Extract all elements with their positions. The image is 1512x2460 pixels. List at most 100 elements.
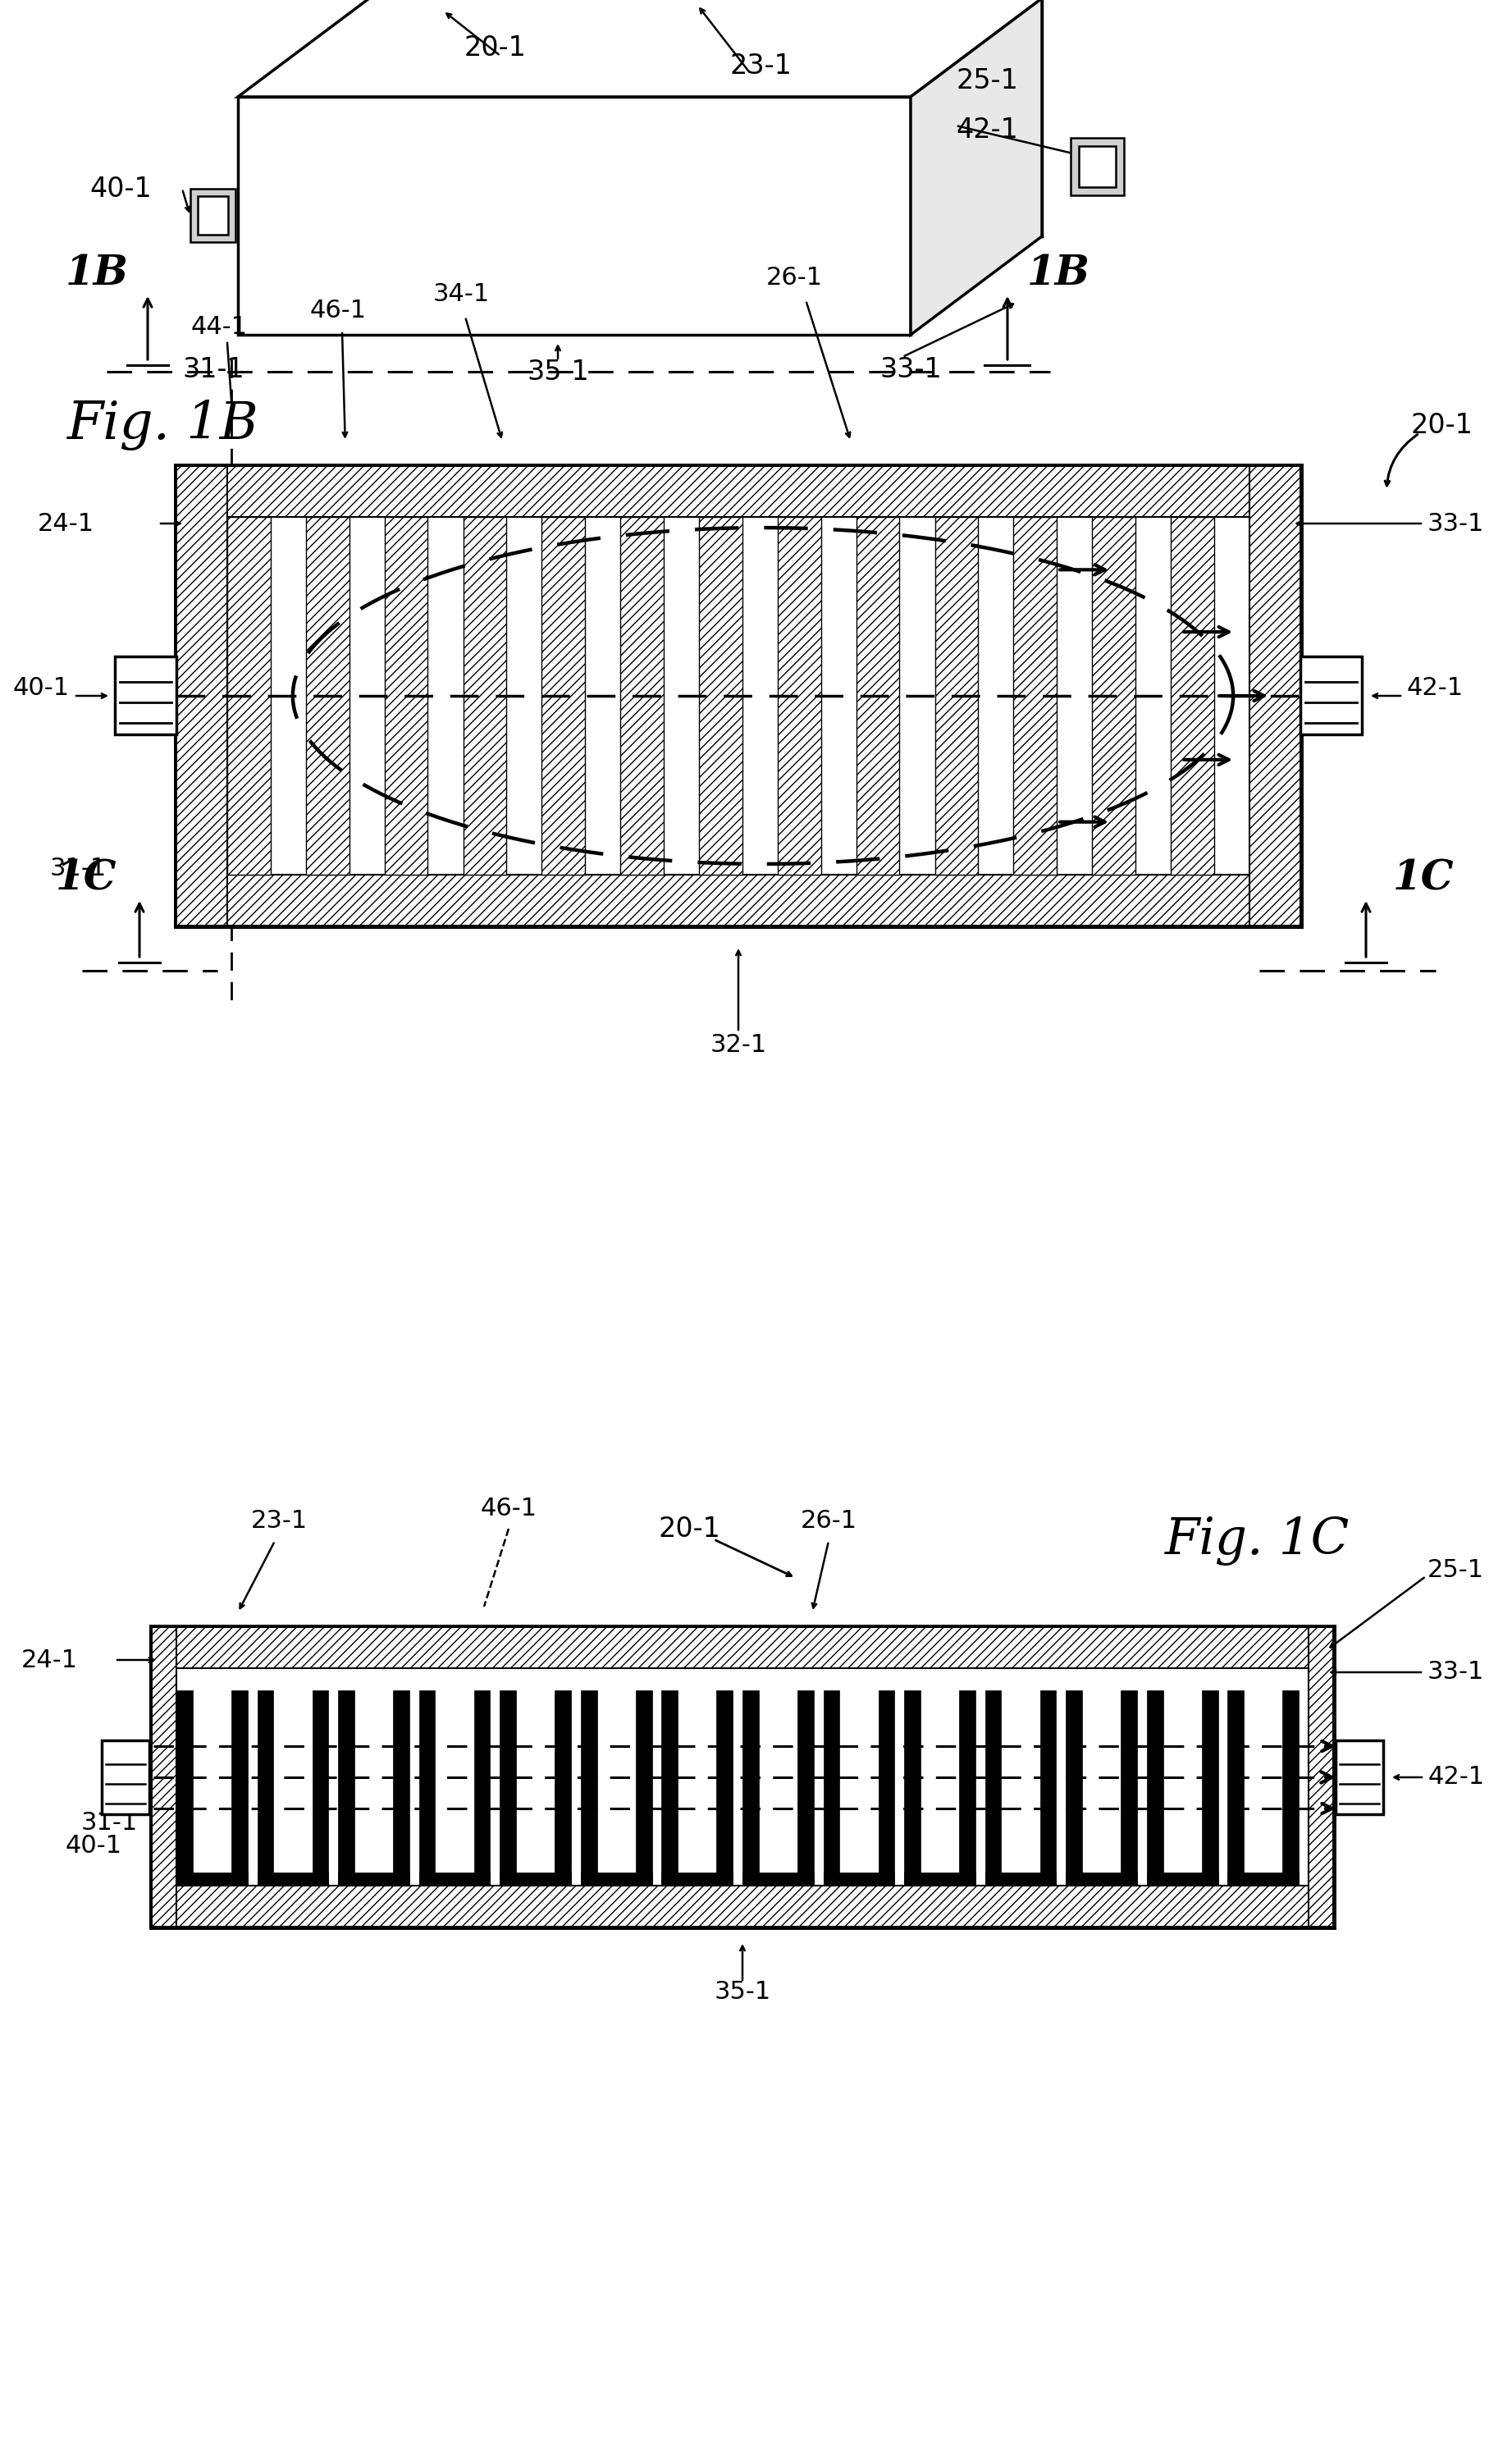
Bar bbox=[101, 1739, 150, 1813]
Bar bbox=[151, 1626, 1334, 1926]
Text: 42-1: 42-1 bbox=[956, 116, 1018, 143]
Bar bbox=[257, 1872, 328, 1887]
Bar bbox=[1335, 1739, 1383, 1813]
Bar bbox=[177, 465, 227, 925]
Bar bbox=[177, 465, 1300, 925]
Bar bbox=[1066, 1690, 1083, 1887]
Text: 33-1: 33-1 bbox=[880, 357, 942, 384]
Bar bbox=[257, 1690, 274, 1887]
Bar bbox=[1146, 1690, 1163, 1887]
Text: 35-1: 35-1 bbox=[714, 1980, 771, 2005]
Bar bbox=[1013, 517, 1057, 876]
Bar bbox=[393, 1690, 410, 1887]
Bar bbox=[177, 465, 1300, 517]
Bar bbox=[339, 1872, 410, 1887]
Text: 42-1: 42-1 bbox=[1429, 1766, 1485, 1788]
Bar bbox=[699, 517, 742, 876]
Bar bbox=[984, 1872, 1057, 1887]
Text: 26-1: 26-1 bbox=[767, 266, 823, 290]
Text: 35-1: 35-1 bbox=[526, 359, 590, 386]
Polygon shape bbox=[910, 0, 1042, 335]
Bar bbox=[856, 517, 900, 876]
Bar bbox=[581, 1872, 652, 1887]
Text: 20-1: 20-1 bbox=[464, 34, 526, 62]
Text: 44-1: 44-1 bbox=[191, 315, 248, 339]
Bar bbox=[934, 517, 978, 876]
Text: Fig. 1C: Fig. 1C bbox=[1164, 1515, 1350, 1565]
Text: 34-1: 34-1 bbox=[432, 283, 490, 305]
Bar bbox=[1249, 465, 1300, 925]
Bar bbox=[177, 1690, 192, 1887]
Bar bbox=[339, 1690, 354, 1887]
Bar bbox=[1040, 1690, 1057, 1887]
Bar bbox=[473, 1690, 490, 1887]
Bar bbox=[717, 1690, 733, 1887]
Text: 20-1: 20-1 bbox=[658, 1515, 720, 1542]
Text: 24-1: 24-1 bbox=[38, 512, 94, 536]
Bar bbox=[177, 1872, 248, 1887]
Text: 33-1: 33-1 bbox=[1427, 512, 1485, 536]
Text: 42-1: 42-1 bbox=[1408, 676, 1464, 699]
Bar bbox=[541, 517, 585, 876]
Bar bbox=[1146, 1872, 1219, 1887]
Text: Fig. 1B: Fig. 1B bbox=[67, 399, 259, 450]
Bar bbox=[500, 1690, 516, 1887]
Bar bbox=[1070, 138, 1123, 194]
Bar bbox=[635, 1690, 652, 1887]
Text: 32-1: 32-1 bbox=[711, 1033, 767, 1055]
Text: 1B: 1B bbox=[65, 253, 129, 293]
Text: 40-1: 40-1 bbox=[14, 676, 70, 699]
Bar bbox=[419, 1872, 490, 1887]
Text: 20-1: 20-1 bbox=[1411, 411, 1473, 438]
Text: Fig. 1A: Fig. 1A bbox=[810, 32, 993, 81]
Bar bbox=[824, 1690, 839, 1887]
Text: 25-1: 25-1 bbox=[956, 66, 1018, 93]
Bar bbox=[555, 1690, 572, 1887]
Bar bbox=[581, 1690, 597, 1887]
Text: 33-1: 33-1 bbox=[1427, 1660, 1485, 1685]
Text: 1C: 1C bbox=[56, 859, 116, 898]
Bar bbox=[959, 1690, 975, 1887]
Text: 26-1: 26-1 bbox=[800, 1508, 857, 1533]
Bar bbox=[237, 96, 910, 335]
Bar bbox=[1228, 1690, 1244, 1887]
Text: 46-1: 46-1 bbox=[481, 1496, 537, 1520]
Text: 40-1: 40-1 bbox=[65, 1833, 122, 1857]
Bar bbox=[1120, 1690, 1137, 1887]
Bar bbox=[419, 1690, 435, 1887]
Bar bbox=[305, 517, 349, 876]
Bar bbox=[151, 1626, 177, 1926]
Bar bbox=[984, 1690, 1001, 1887]
Bar bbox=[227, 517, 271, 876]
Bar bbox=[797, 1690, 813, 1887]
Text: 31-1: 31-1 bbox=[50, 856, 107, 881]
Bar bbox=[1066, 1872, 1137, 1887]
Bar bbox=[662, 1872, 733, 1887]
Bar bbox=[878, 1690, 895, 1887]
Bar bbox=[231, 1690, 248, 1887]
Bar bbox=[1308, 1626, 1334, 1926]
Bar bbox=[384, 517, 428, 876]
Polygon shape bbox=[237, 0, 1042, 96]
Bar bbox=[777, 517, 821, 876]
Bar bbox=[313, 1690, 328, 1887]
Bar bbox=[620, 517, 664, 876]
Bar bbox=[1170, 517, 1214, 876]
Bar bbox=[742, 1690, 759, 1887]
Bar bbox=[500, 1872, 572, 1887]
Bar bbox=[742, 1872, 813, 1887]
Bar bbox=[463, 517, 507, 876]
Text: 31-1: 31-1 bbox=[82, 1811, 138, 1835]
Bar bbox=[1092, 517, 1136, 876]
Bar bbox=[1228, 1872, 1299, 1887]
Bar bbox=[151, 1626, 1334, 1668]
Text: 46-1: 46-1 bbox=[310, 298, 366, 322]
Bar bbox=[198, 197, 228, 234]
Text: 40-1: 40-1 bbox=[89, 175, 151, 202]
Bar bbox=[1300, 657, 1362, 736]
Text: 31-1: 31-1 bbox=[183, 357, 245, 384]
Text: 1B: 1B bbox=[1027, 253, 1090, 293]
Bar bbox=[1080, 145, 1116, 187]
Bar bbox=[662, 1690, 677, 1887]
Text: 24-1: 24-1 bbox=[21, 1648, 79, 1673]
